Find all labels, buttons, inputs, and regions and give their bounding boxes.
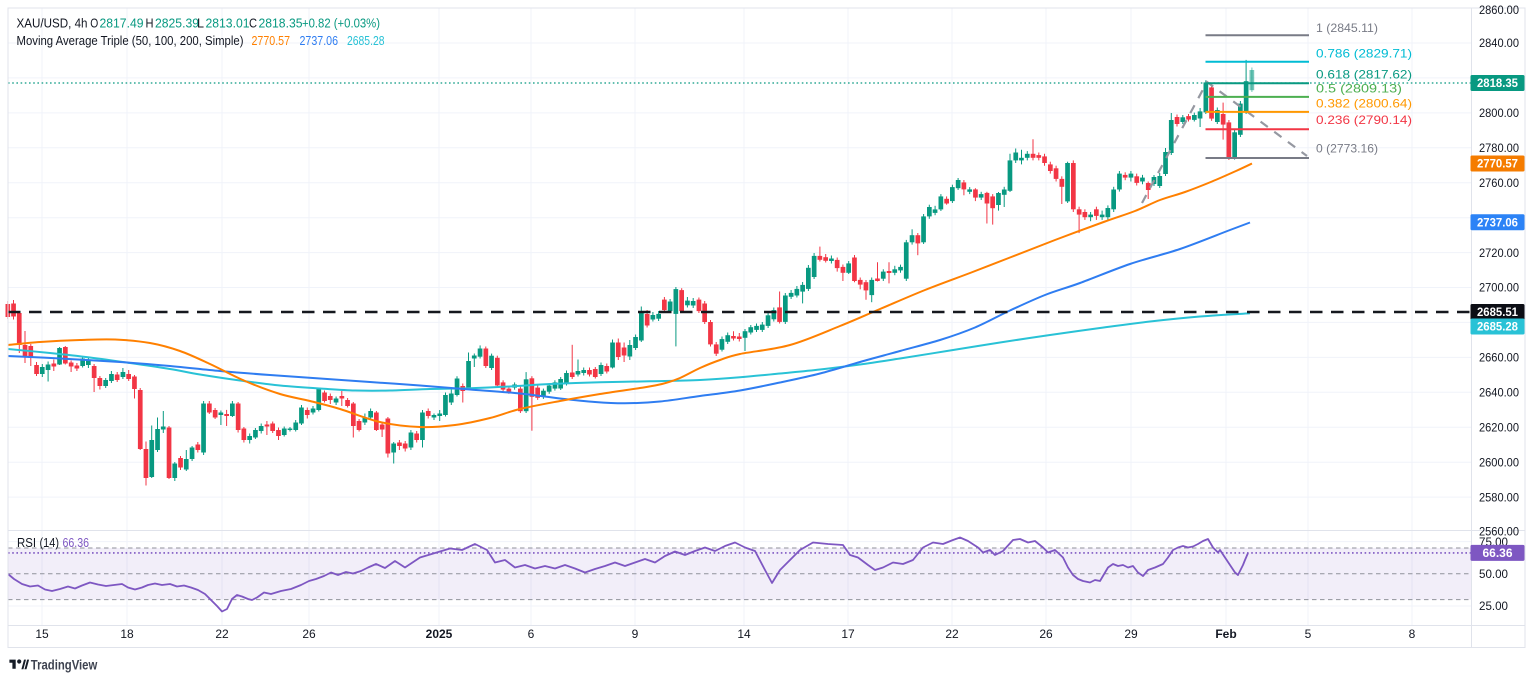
svg-text:Feb: Feb	[1215, 627, 1236, 641]
svg-text:2580.00: 2580.00	[1479, 490, 1519, 504]
svg-text:2640.00: 2640.00	[1479, 386, 1519, 400]
svg-text:L: L	[197, 17, 204, 31]
svg-text:2720.00: 2720.00	[1479, 246, 1519, 260]
svg-text:2813.01: 2813.01	[206, 17, 250, 31]
svg-text:25.00: 25.00	[1479, 599, 1508, 613]
svg-text:22: 22	[215, 627, 229, 641]
svg-text:XAU/USD, 4h: XAU/USD, 4h	[17, 17, 88, 31]
svg-text:O: O	[90, 17, 98, 31]
svg-text:5: 5	[1305, 627, 1312, 641]
svg-text:0.236 (2790.14): 0.236 (2790.14)	[1316, 113, 1412, 127]
svg-text:2800.00: 2800.00	[1479, 106, 1519, 120]
svg-text:15: 15	[35, 627, 49, 641]
svg-text:2737.06: 2737.06	[1477, 216, 1518, 230]
svg-text:0 (2773.16): 0 (2773.16)	[1316, 142, 1378, 156]
svg-text:Moving Average Triple (50, 100: Moving Average Triple (50, 100, 200, Sim…	[17, 34, 244, 48]
svg-text:2825.39: 2825.39	[155, 17, 199, 31]
svg-text:2685.51: 2685.51	[1477, 305, 1518, 319]
svg-text:14: 14	[737, 627, 751, 641]
svg-text:2770.57: 2770.57	[252, 34, 291, 48]
svg-text:2840.00: 2840.00	[1479, 36, 1519, 50]
svg-text:26: 26	[1039, 627, 1053, 641]
svg-text:66.36: 66.36	[63, 536, 90, 550]
svg-text:2560.00: 2560.00	[1479, 525, 1519, 539]
svg-text:9: 9	[632, 627, 639, 641]
svg-text:+0.82 (+0.03%): +0.82 (+0.03%)	[302, 17, 380, 31]
svg-text:0.382 (2800.64): 0.382 (2800.64)	[1316, 97, 1412, 111]
svg-text:2737.06: 2737.06	[300, 34, 339, 48]
svg-text:0.5 (2809.13): 0.5 (2809.13)	[1316, 81, 1402, 95]
svg-text:TradingView: TradingView	[31, 656, 98, 672]
svg-text:17: 17	[841, 627, 855, 641]
svg-text:2685.28: 2685.28	[1477, 320, 1518, 334]
svg-text:C: C	[249, 17, 257, 31]
svg-text:29: 29	[1124, 627, 1138, 641]
svg-text:18: 18	[120, 627, 134, 641]
svg-text:1 (2845.11): 1 (2845.11)	[1316, 21, 1378, 35]
svg-text:2860.00: 2860.00	[1479, 3, 1519, 17]
svg-text:2660.00: 2660.00	[1479, 351, 1519, 365]
svg-text:2760.00: 2760.00	[1479, 176, 1519, 190]
svg-text:2780.00: 2780.00	[1479, 141, 1519, 155]
svg-text:2818.35: 2818.35	[259, 17, 303, 31]
svg-text:2700.00: 2700.00	[1479, 281, 1519, 295]
svg-text:2025: 2025	[426, 627, 453, 641]
svg-text:66.36: 66.36	[1483, 546, 1513, 560]
svg-text:0.618 (2817.62): 0.618 (2817.62)	[1316, 68, 1412, 82]
svg-text:2620.00: 2620.00	[1479, 420, 1519, 434]
svg-text:2600.00: 2600.00	[1479, 455, 1519, 469]
svg-text:2817.49: 2817.49	[100, 17, 144, 31]
svg-text:6: 6	[528, 627, 535, 641]
svg-text:50.00: 50.00	[1479, 567, 1508, 581]
svg-text:0.786 (2829.71): 0.786 (2829.71)	[1316, 47, 1412, 61]
svg-text:22: 22	[945, 627, 959, 641]
svg-text:26: 26	[302, 627, 316, 641]
svg-text:2685.28: 2685.28	[347, 34, 385, 48]
svg-text:(14): (14)	[40, 536, 60, 550]
svg-text:2770.57: 2770.57	[1477, 157, 1518, 171]
svg-text:2818.35: 2818.35	[1477, 76, 1518, 90]
svg-text:H: H	[146, 17, 154, 31]
svg-text:RSI: RSI	[17, 536, 36, 550]
svg-text:8: 8	[1409, 627, 1416, 641]
